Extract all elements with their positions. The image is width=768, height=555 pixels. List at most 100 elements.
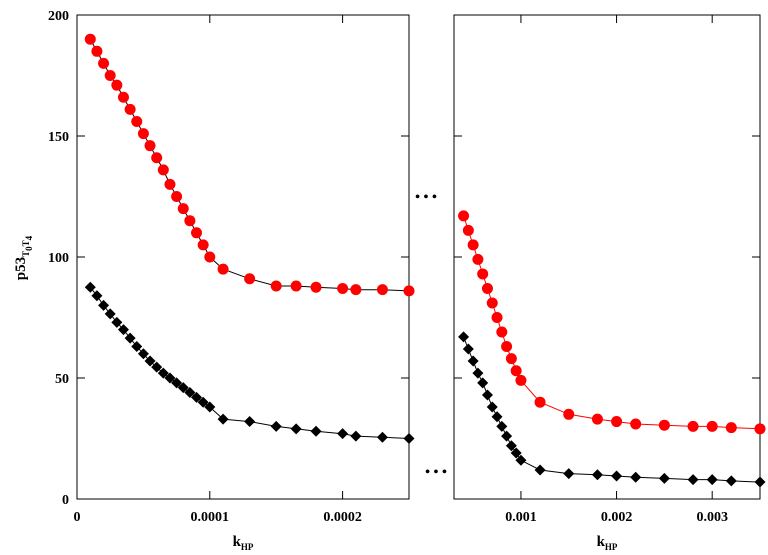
- right-series-1-point: [491, 411, 503, 423]
- left-series-1-point: [131, 341, 143, 353]
- left-series-0-point: [131, 115, 143, 127]
- left-series-1-point: [144, 355, 156, 367]
- right-series-0-point: [534, 396, 546, 408]
- right-series-1-point: [458, 331, 470, 343]
- right-series-1-point: [563, 468, 575, 480]
- right-series-1-point: [481, 389, 493, 401]
- left-series-0-point: [137, 128, 149, 140]
- right-series-0-point: [501, 341, 513, 353]
- right-series-1-point: [477, 377, 489, 389]
- left-series-0-point: [104, 70, 116, 81]
- left-series-0-point: [164, 178, 176, 190]
- left-xlabel: kHP: [233, 534, 254, 552]
- left-ytick-label: 0: [62, 493, 69, 508]
- left-series-1-point: [337, 428, 349, 440]
- right-series-0-point: [591, 413, 603, 425]
- left-series-1-point: [151, 361, 163, 373]
- left-series-1-point: [171, 377, 183, 389]
- left-ytick-label: 150: [48, 130, 69, 145]
- left-series-0-point: [191, 227, 203, 239]
- left-xtick-label: 0.0001: [191, 510, 230, 525]
- right-series-0-point: [630, 418, 642, 430]
- left-series-0-point: [204, 251, 216, 263]
- right-series-1-point: [472, 367, 484, 379]
- left-series-0-point: [151, 152, 163, 164]
- axis-break-mark-upper: • • •: [415, 190, 437, 205]
- right-series-0-point: [458, 210, 470, 222]
- right-series-0-point: [505, 353, 517, 365]
- left-series-1-point: [403, 433, 415, 444]
- left-series-1-point: [376, 431, 388, 443]
- right-series-0-point: [472, 253, 484, 265]
- left-series-0-point: [171, 191, 183, 202]
- left-series-1-point: [117, 324, 129, 336]
- right-series-0-point: [687, 420, 699, 432]
- left-series-1-point: [157, 367, 169, 379]
- left-series-1-point: [244, 416, 256, 428]
- right-series-0-point: [462, 224, 474, 236]
- left-series-0-point: [184, 215, 196, 227]
- right-ticks: 0.001 0.002 0.003: [454, 14, 760, 525]
- right-series-1-point: [630, 471, 642, 483]
- right-series-0-point: [706, 420, 718, 432]
- right-series-1-point: [467, 355, 479, 367]
- right-series-1-point: [687, 474, 699, 486]
- left-series-0-point: [244, 273, 256, 285]
- right-series-1-point: [754, 476, 766, 488]
- axis-break-mark-lower: • • •: [425, 465, 447, 480]
- left-series-1-point: [290, 423, 302, 435]
- right-series-0-point: [467, 239, 479, 251]
- right-series-0-point: [477, 268, 489, 280]
- right-series-1-point: [515, 454, 527, 466]
- right-series-1-point: [591, 469, 603, 481]
- right-series-0-point: [563, 408, 575, 420]
- left-plot-frame: [76, 14, 410, 500]
- right-series: [458, 210, 766, 488]
- left-series-0-point: [177, 203, 189, 215]
- right-series-0-point: [515, 374, 527, 386]
- left-series-0-point: [84, 33, 96, 45]
- left-series-1-point: [310, 425, 322, 437]
- right-series-0-point: [611, 416, 623, 428]
- right-series-0-line: [463, 215, 761, 430]
- left-series-0-point: [111, 79, 123, 91]
- right-series-0-point: [754, 423, 766, 435]
- left-series-1-point: [84, 281, 96, 293]
- left-series-1-point: [204, 401, 216, 413]
- left-series-1-point: [177, 382, 189, 394]
- left-series-1-point: [164, 372, 176, 384]
- left-series-1-point: [350, 430, 362, 442]
- left-series-0-point: [157, 164, 169, 176]
- left-xtick-label: 0: [74, 510, 81, 525]
- left-series-0-point: [270, 280, 282, 292]
- left-series-0-point: [124, 103, 136, 115]
- right-series-0-point: [725, 422, 737, 434]
- right-series-0-point: [658, 419, 670, 431]
- right-series-1-point: [496, 420, 508, 432]
- left-series-1-point: [104, 308, 116, 320]
- right-xtick-label: 0.003: [696, 510, 728, 525]
- left-series-1-point: [124, 332, 136, 344]
- left-series: [84, 33, 415, 444]
- right-series-0-point: [491, 312, 503, 323]
- left-xtick-label: 0.0002: [323, 510, 362, 525]
- left-series-0-point: [98, 57, 110, 69]
- left-series-1-point: [98, 299, 110, 311]
- left-series-1-point: [217, 413, 229, 425]
- left-series-0-point: [337, 282, 349, 294]
- right-series-1-point: [611, 470, 623, 482]
- left-series-0-point: [350, 284, 362, 296]
- left-series-0-point: [197, 239, 209, 251]
- right-series-1-point: [505, 440, 517, 452]
- left-series-1-line: [89, 286, 410, 439]
- left-ylabel: p53T0T4: [13, 235, 34, 280]
- left-series-1-point: [191, 391, 203, 403]
- right-series-0-point: [486, 297, 498, 309]
- left-series-0-point: [217, 263, 229, 275]
- left-ytick-label: 50: [55, 372, 69, 387]
- right-series-1-point: [486, 401, 498, 413]
- right-xlabel: kHP: [597, 534, 618, 552]
- left-ytick-label: 100: [48, 251, 69, 266]
- left-series-0-point: [290, 280, 302, 292]
